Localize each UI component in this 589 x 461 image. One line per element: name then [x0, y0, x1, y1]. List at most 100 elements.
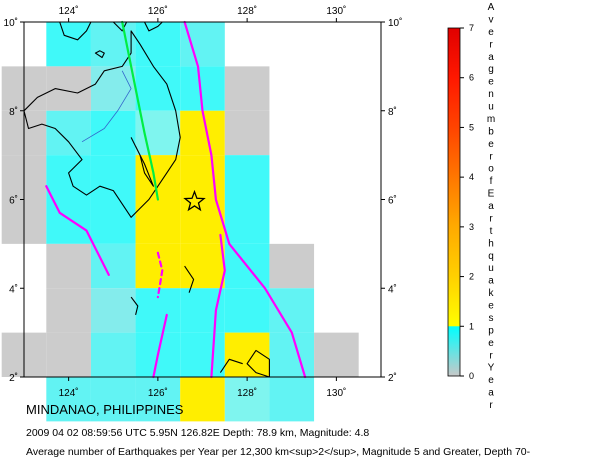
grid-cell-1	[90, 22, 136, 67]
river-agusan	[81, 70, 132, 143]
siargao-coast	[144, 21, 163, 32]
colorbar-title-char-2: e	[488, 27, 494, 38]
colorbar-title-char-6: e	[488, 77, 494, 88]
grid-cell-35	[90, 288, 136, 333]
grid-cell-38	[224, 288, 270, 333]
camiguin-coast	[94, 50, 105, 59]
colorbar-tick-5: 5	[469, 122, 474, 132]
grid-cell-17	[46, 155, 91, 200]
grid-cell-11	[46, 110, 91, 156]
grid-cell-51	[180, 377, 225, 422]
talaud-coast	[184, 265, 195, 293]
colorbar-title-char-32: r	[489, 400, 493, 411]
colorbar-title-char-4: a	[488, 52, 494, 63]
grid-cell-36	[135, 288, 181, 333]
colorbar-title-char-5: g	[488, 64, 494, 75]
axis-ticks: 124˚ 124˚ 126˚ 126˚ 128˚ 128˚ 130˚ 130˚ 10˚ 10˚ 8˚…	[4, 5, 403, 399]
grid-cell-15	[224, 110, 270, 156]
grid-cell-50	[135, 377, 181, 422]
lon-tick-top-3: 130˚	[326, 5, 346, 17]
colorbar-title-char-20: q	[488, 251, 494, 262]
lat-tick-right-2: 6˚	[388, 195, 397, 207]
grid-cell-5	[46, 66, 91, 111]
grid-cell-13	[135, 110, 181, 156]
colorbar-tick-7: 7	[469, 23, 474, 33]
grid-cell-49	[90, 377, 136, 422]
grid-cell-52	[224, 377, 270, 422]
colorbar-title-char-28: r	[489, 350, 493, 361]
colorbar-title-char-16: a	[488, 201, 494, 212]
colorbar-title-char-0: A	[488, 2, 495, 13]
lon-tick-bottom-2: 128˚	[237, 387, 257, 399]
colorbar-title-char-29: Y	[488, 363, 495, 374]
colorbar-title-char-26: p	[488, 325, 494, 336]
colorbar-title-char-13: o	[488, 164, 494, 175]
grid-cell-29	[90, 243, 136, 289]
colorbar-title-char-24: e	[488, 301, 494, 312]
grid-cell-25	[135, 199, 181, 244]
grid-cell-46	[269, 332, 315, 377]
lon-tick-top-1: 126˚	[148, 5, 168, 17]
colorbar-tick-2: 2	[469, 272, 474, 282]
star-icon	[183, 189, 206, 212]
colorbar-title-char-18: t	[490, 226, 493, 237]
grid-cell-28	[46, 243, 91, 289]
average-caption: Average number of Earthquakes per Year p…	[26, 446, 531, 458]
morotai-coast	[246, 349, 270, 378]
colorbar-title-char-17: r	[489, 213, 493, 224]
grid-cell-0	[46, 22, 91, 67]
coastline-layer	[23, 21, 270, 378]
lat-tick-left-3: 4˚	[9, 283, 18, 295]
grid-cell-21	[224, 155, 270, 200]
grid-cell-19	[135, 155, 181, 200]
colorbar-title-char-23: k	[489, 288, 495, 299]
grid-cell-33	[269, 243, 315, 289]
lon-tick-bottom-3: 130˚	[326, 387, 346, 399]
grid-cell-12	[90, 110, 136, 156]
colorbar-title-char-8: u	[488, 102, 494, 113]
grid-cell-48	[46, 377, 91, 422]
colorbar-title-char-14: f	[490, 176, 493, 187]
colorbar-title-char-21: u	[488, 263, 494, 274]
grid-cell-24	[90, 199, 136, 244]
grid-cell-41	[46, 332, 91, 377]
grid-cell-34	[46, 288, 91, 333]
colorbar-tick-3: 3	[469, 222, 474, 232]
fault-lines-layer	[45, 20, 307, 379]
lon-tick-bottom-1: 126˚	[148, 387, 168, 399]
grid-cell-18	[90, 155, 136, 200]
colorbar-title-char-31: a	[488, 388, 494, 399]
lat-tick-left-2: 6˚	[9, 195, 18, 207]
grid-cell-44	[180, 332, 225, 377]
colorbar-title-char-7: n	[488, 89, 494, 100]
map-frame: 124˚ 124˚ 126˚ 126˚ 128˚ 128˚ 130˚ 130˚ 10˚ 10˚ 8˚…	[1, 5, 403, 422]
colorbar-title-char-3: r	[489, 39, 493, 50]
philippine-fault	[121, 20, 159, 201]
lon-tick-bottom-0: 124˚	[59, 387, 79, 399]
colorbar-title-char-1: v	[489, 14, 494, 25]
region-title: MINDANAO, PHILIPPINES	[26, 402, 184, 417]
lon-tick-top-0: 124˚	[59, 5, 79, 17]
colorbar-scale	[447, 27, 461, 377]
grid-cell-47	[314, 332, 359, 377]
sangihe-coast	[130, 296, 139, 316]
grid-cell-2	[135, 22, 181, 67]
davao-gulf-coast	[130, 137, 154, 187]
lat-tick-left-4: 2˚	[9, 372, 18, 384]
colorbar-tick-6: 6	[469, 73, 474, 83]
colorbar-title-char-19: h	[488, 238, 494, 249]
colorbar-tick-4: 4	[469, 172, 474, 182]
lat-tick-right-3: 4˚	[388, 283, 397, 295]
molucca-fault-east	[210, 233, 226, 379]
grid-cell-9	[224, 66, 270, 111]
colorbar-title-char-25: s	[489, 313, 494, 324]
colorbar-ticks: 0 1 2 3 4 5 6 7	[460, 23, 474, 381]
grid-cell-6	[90, 66, 136, 111]
lat-tick-left-0: 10˚	[4, 17, 18, 29]
event-info: 2009 04 02 08:59:56 UTC 5.95N 126.82E De…	[26, 427, 370, 439]
lat-tick-right-4: 2˚	[388, 372, 397, 384]
lat-tick-right-0: 10˚	[388, 17, 402, 29]
grid-cell-37	[180, 288, 225, 333]
